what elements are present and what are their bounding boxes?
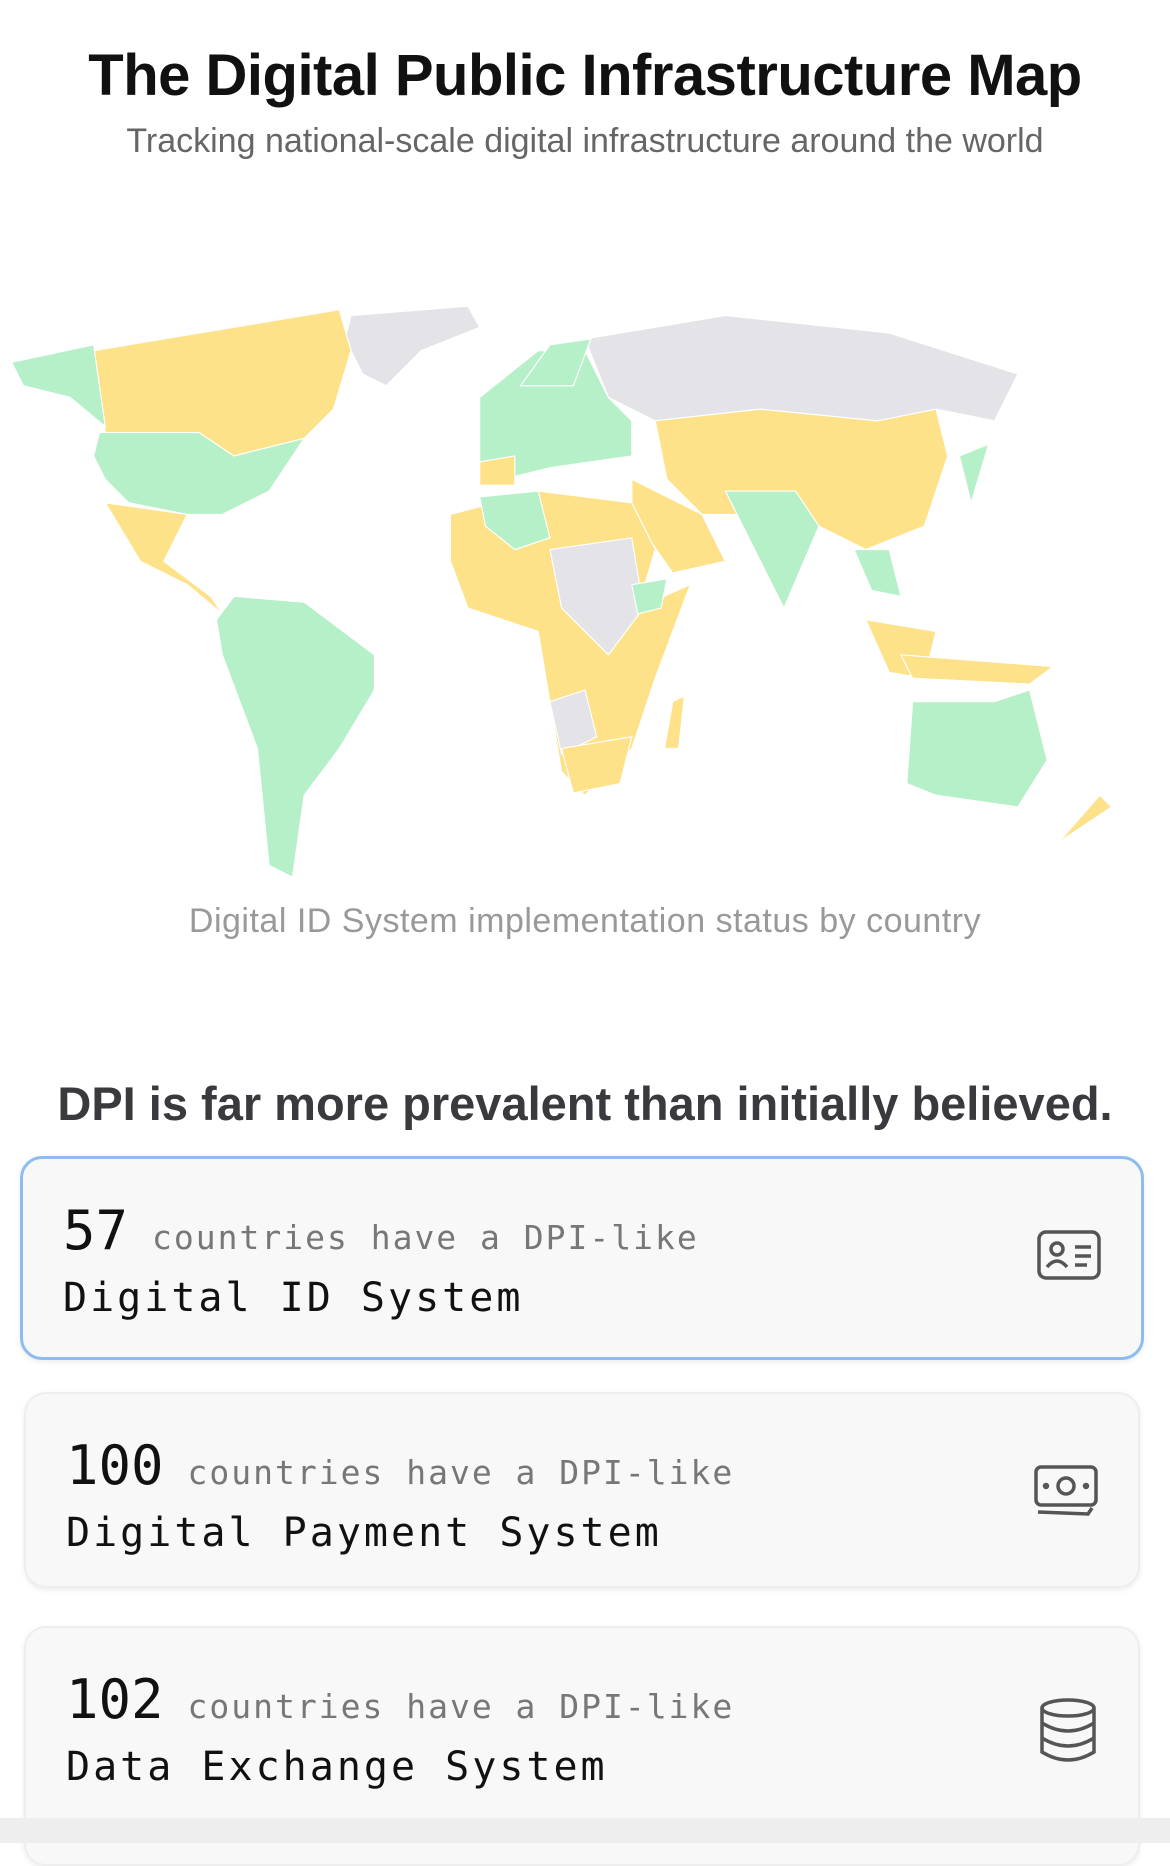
system-name: Digital ID System xyxy=(63,1275,524,1321)
id-icon xyxy=(1037,1230,1101,1280)
card-text: countries have a DPI-like xyxy=(187,1453,735,1492)
count: 102 xyxy=(66,1668,164,1731)
count: 57 xyxy=(63,1199,129,1262)
bottom-bar xyxy=(0,1818,1170,1843)
world-map[interactable] xyxy=(0,292,1170,889)
stat-card[interactable]: 57 countries have a DPI-like Digital ID S… xyxy=(20,1156,1144,1360)
section-heading: DPI is far more prevalent than initially… xyxy=(57,1077,1113,1130)
count: 100 xyxy=(66,1434,164,1497)
stat-card[interactable]: 100 countries have a DPI-like Digital Pay… xyxy=(24,1392,1140,1588)
card-text: countries have a DPI-like xyxy=(187,1687,735,1726)
page-subtitle: Tracking national-scale digital infrastr… xyxy=(126,122,1044,160)
system-name: Data Exchange System xyxy=(66,1744,608,1790)
map-caption: Digital ID System implementation status … xyxy=(188,902,982,940)
database-icon xyxy=(1040,1698,1096,1762)
page-title: The Digital Public Infrastructure Map xyxy=(88,43,1082,108)
payment-icon xyxy=(1034,1465,1098,1516)
card-text: countries have a DPI-like xyxy=(152,1218,699,1257)
system-name: Digital Payment System xyxy=(66,1510,662,1556)
